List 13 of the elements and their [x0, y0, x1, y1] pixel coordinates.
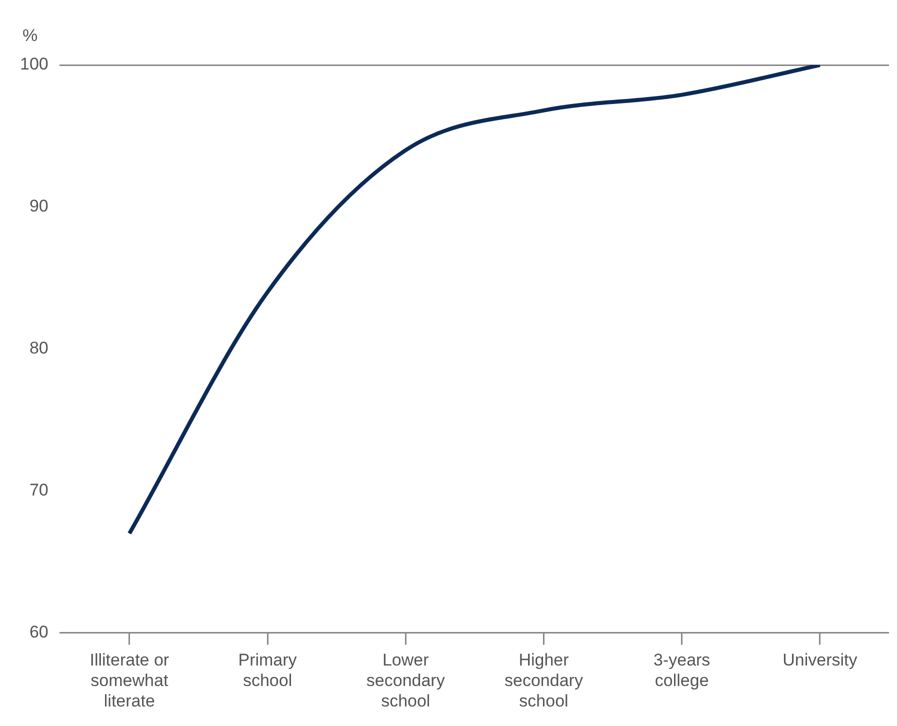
line-series — [127, 65, 822, 536]
y-tick-label: 100 — [20, 54, 48, 74]
x-tick-label: Higher secondary school — [504, 650, 584, 710]
y-tick-label: 70 — [29, 480, 48, 500]
y-tick-label: 80 — [29, 338, 48, 358]
y-tick-label: 90 — [29, 196, 48, 216]
x-tick-label: Illiterate or somewhat literate — [90, 650, 170, 710]
x-tick-label: Primary school — [238, 650, 298, 690]
x-tick-label: University — [782, 650, 858, 670]
y-axis-title: % — [22, 26, 38, 46]
y-tick-label: 60 — [29, 622, 48, 642]
x-tick-label: Lower secondary school — [366, 650, 446, 710]
x-tick-label: 3-years college — [653, 650, 710, 690]
